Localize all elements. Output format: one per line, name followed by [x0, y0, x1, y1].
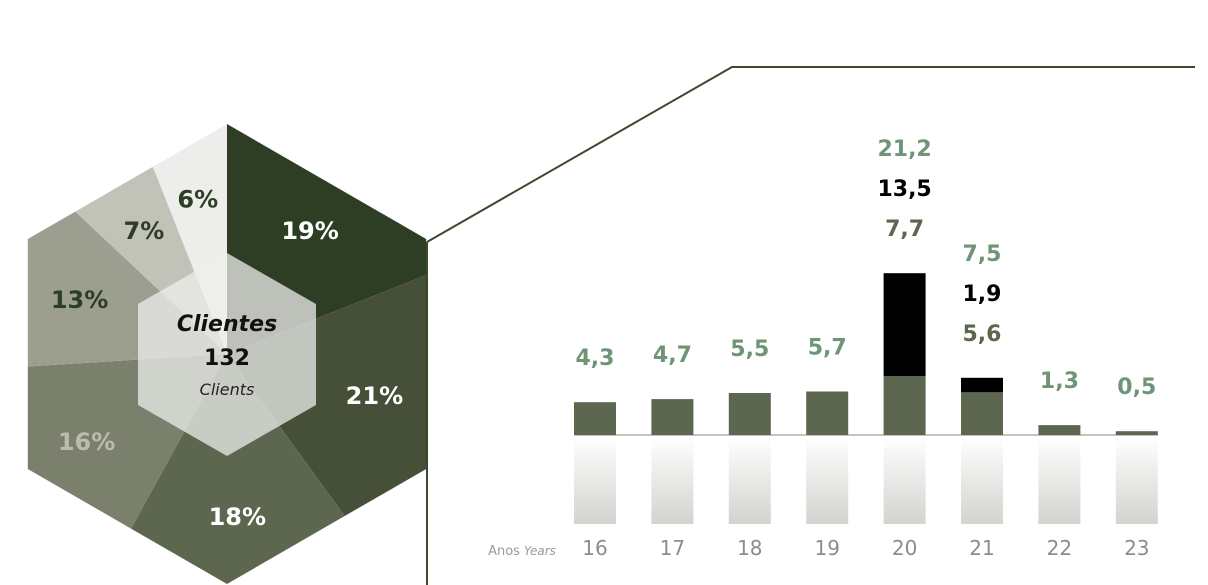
year-label: 20: [892, 536, 917, 560]
hex-slice-label: 21%: [346, 382, 403, 410]
bar-value-label: 1,3: [1040, 369, 1079, 394]
year-label: 23: [1124, 536, 1149, 560]
bar-value-label: 5,5: [730, 337, 769, 362]
bar-17-segment-0: [651, 399, 694, 435]
bar-value-label: 13,5: [877, 177, 931, 202]
year-label: 18: [737, 536, 762, 560]
connector-line: [426, 66, 1195, 243]
center-title: Clientes: [177, 312, 277, 337]
center-hexagon: [138, 253, 316, 456]
bar-20-segment-1: [883, 273, 926, 377]
center-subtitle: Clients: [200, 380, 255, 399]
bar-20-segment-0: [883, 376, 926, 435]
bar-reflection: [574, 436, 616, 524]
year-label: 16: [582, 536, 607, 560]
bar-reflection: [651, 436, 694, 524]
bar-18-segment-0: [728, 393, 771, 435]
bar-chart: 4,3 16 4,7 17 5,5 18 5,7 19 21,2 13,5 7,7 20 7,5 1,9 5…: [574, 137, 1158, 560]
hex-slice-label: 6%: [177, 186, 218, 214]
bar-21-segment-0: [961, 392, 1003, 435]
year-label: 21: [969, 536, 994, 560]
bar-value-label: 7,7: [885, 217, 924, 242]
hex-slice-label: 16%: [58, 428, 115, 456]
bar-value-label: 1,9: [963, 282, 1002, 307]
year-label: 17: [660, 536, 685, 560]
bar-22-segment-0: [1038, 425, 1081, 435]
year-label: 19: [814, 536, 839, 560]
year-label: 22: [1047, 536, 1072, 560]
bar-16-segment-0: [574, 402, 616, 435]
bar-value-label: 5,7: [808, 336, 847, 361]
bar-19-segment-0: [806, 391, 849, 435]
hex-slice-label: 7%: [124, 217, 165, 245]
bar-value-label: 4,3: [576, 346, 615, 371]
bar-value-label: 7,5: [963, 242, 1002, 267]
hex-slice: [131, 354, 345, 584]
bar-reflection: [728, 436, 771, 524]
hex-slice-label: 18%: [209, 503, 266, 531]
bar-reflection: [1115, 436, 1158, 524]
axis-label-pt: Anos: [488, 544, 520, 559]
bar-value-label: 4,7: [653, 343, 692, 368]
axis-label-en: Years: [524, 544, 556, 558]
bar-23-segment-0: [1115, 431, 1158, 435]
bar-reflection: [1038, 436, 1081, 524]
bar-value-label: 0,5: [1117, 375, 1156, 400]
bar-21-segment-1: [961, 377, 1003, 393]
axis-label: Anos Years: [488, 544, 556, 559]
bar-reflection: [961, 436, 1003, 524]
bar-reflection: [806, 436, 849, 524]
bar-value-label: 5,6: [963, 322, 1002, 347]
hex-slice-label: 19%: [281, 217, 338, 245]
center-value: 132: [204, 346, 250, 371]
bar-value-label: 21,2: [877, 137, 931, 162]
bar-reflection: [883, 436, 926, 524]
hex-slice-label: 13%: [51, 286, 108, 314]
